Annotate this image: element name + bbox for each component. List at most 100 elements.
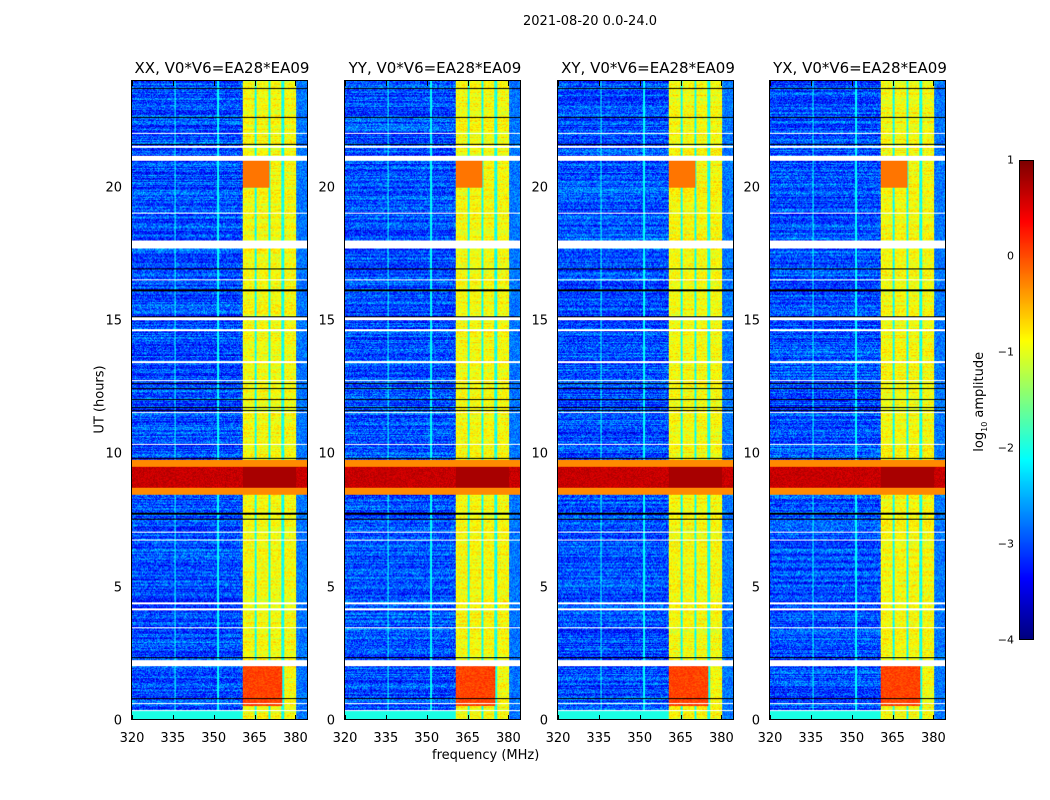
x-tick: [558, 715, 559, 720]
x-tick: [172, 81, 174, 86]
y-tick-label: 0: [113, 713, 122, 729]
x-tick-label: 350: [201, 731, 227, 746]
x-tick: [508, 715, 510, 720]
x-tick: [598, 715, 600, 720]
x-tick: [213, 81, 215, 86]
x-tick-label: 380: [282, 731, 308, 746]
figure-title: 2021-08-20 0.0-24.0: [523, 14, 657, 29]
x-tick: [254, 715, 256, 720]
colorbar-label: log10 amplitude: [972, 351, 989, 452]
y-tick-label: 10: [531, 446, 548, 462]
panel-title: XY, V0*V6=EA28*EA09: [561, 59, 735, 77]
panel-title: XX, V0*V6=EA28*EA09: [134, 59, 310, 77]
x-tick: [680, 81, 682, 86]
x-tick: [385, 81, 387, 86]
x-tick-label: 365: [668, 731, 693, 746]
x-tick: [810, 715, 812, 720]
y-tick-label: 0: [539, 713, 548, 729]
y-tick-label: 15: [318, 313, 335, 329]
x-tick: [721, 81, 723, 86]
panel-title: YX, V0*V6=EA28*EA09: [773, 59, 947, 77]
y-tick-label: 10: [743, 446, 760, 462]
x-tick-label: 365: [880, 731, 905, 746]
x-tick-label: 335: [160, 731, 186, 746]
x-tick: [680, 715, 682, 720]
x-tick-label: 350: [627, 731, 653, 746]
spectrogram-heatmap: [558, 81, 733, 719]
y-tick-label: 5: [751, 580, 760, 596]
x-tick-label: 365: [455, 731, 480, 746]
spectrogram-heatmap: [345, 81, 520, 719]
y-tick-label: 20: [743, 180, 760, 196]
x-tick-label: 335: [798, 731, 824, 746]
colorbar-tick-label: −1: [997, 345, 1014, 359]
y-tick-label: 0: [326, 713, 335, 729]
x-tick: [598, 81, 600, 86]
spectrogram-heatmap: [132, 81, 307, 719]
spectrogram-heatmap: [770, 81, 945, 719]
x-tick: [892, 715, 894, 720]
colorbar-tick-label: 1: [1007, 153, 1014, 167]
x-tick-label: 350: [414, 731, 440, 746]
x-tick: [851, 81, 853, 86]
x-tick: [508, 81, 510, 86]
y-tick-label: 20: [531, 180, 548, 196]
x-tick: [345, 81, 346, 86]
x-tick: [385, 715, 387, 720]
x-tick: [851, 715, 853, 720]
x-tick: [345, 715, 346, 720]
y-tick-label: 5: [539, 580, 548, 596]
y-tick-label: 10: [105, 446, 122, 462]
x-tick: [770, 81, 771, 86]
colorbar-tick-label: −4: [997, 633, 1014, 647]
x-tick: [426, 81, 428, 86]
x-tick-label: 380: [708, 731, 734, 746]
x-tick: [770, 715, 771, 720]
y-tick-label: 20: [318, 180, 335, 196]
x-tick-label: 320: [545, 731, 571, 746]
x-axis-label: frequency (MHz): [432, 748, 540, 763]
y-tick-label: 15: [105, 313, 122, 329]
x-tick: [426, 715, 428, 720]
x-tick-label: 320: [119, 731, 145, 746]
y-tick-label: 0: [751, 713, 760, 729]
x-tick: [810, 81, 812, 86]
x-tick-label: 335: [586, 731, 612, 746]
panel-xx: XX, V0*V6=EA28*EA09 320 335 350 365 380 0 5 10 15…: [105, 59, 309, 746]
x-tick: [933, 81, 935, 86]
x-tick: [639, 81, 641, 86]
x-tick: [172, 715, 174, 720]
x-tick: [558, 81, 559, 86]
panel-xy: XY, V0*V6=EA28*EA09 320 335 350 365 380 0 5 10 15…: [531, 59, 734, 746]
x-tick-label: 320: [757, 731, 783, 746]
x-tick: [132, 715, 133, 720]
y-tick-label: 5: [113, 580, 122, 596]
x-tick: [933, 715, 935, 720]
y-tick-label: 20: [105, 180, 122, 196]
panel-yx: YX, V0*V6=EA28*EA09 320 335 350 365 380 0 5 10 15…: [743, 59, 946, 746]
x-tick: [132, 81, 133, 86]
y-tick-label: 15: [531, 313, 548, 329]
x-tick: [467, 81, 469, 86]
x-tick-label: 380: [495, 731, 521, 746]
y-tick-label: 5: [326, 580, 335, 596]
panel-yy: YY, V0*V6=EA28*EA09 320 335 350 365 380 0 5 10 15…: [318, 59, 521, 746]
x-tick: [295, 715, 297, 720]
x-tick-label: 320: [332, 731, 358, 746]
x-tick: [213, 715, 215, 720]
colorbar: [1019, 160, 1034, 640]
x-tick: [467, 715, 469, 720]
colorbar-tick-label: −2: [997, 441, 1014, 455]
x-tick-label: 380: [920, 731, 946, 746]
y-tick-label: 15: [743, 313, 760, 329]
x-tick: [721, 715, 723, 720]
colorbar-tick-label: 0: [1007, 249, 1014, 263]
x-tick-label: 350: [839, 731, 865, 746]
y-tick-label: 10: [318, 446, 335, 462]
x-tick-label: 365: [242, 731, 267, 746]
colorbar-tick-label: −3: [997, 537, 1014, 551]
x-tick: [254, 81, 256, 86]
panel-title: YY, V0*V6=EA28*EA09: [348, 59, 522, 77]
x-tick: [639, 715, 641, 720]
